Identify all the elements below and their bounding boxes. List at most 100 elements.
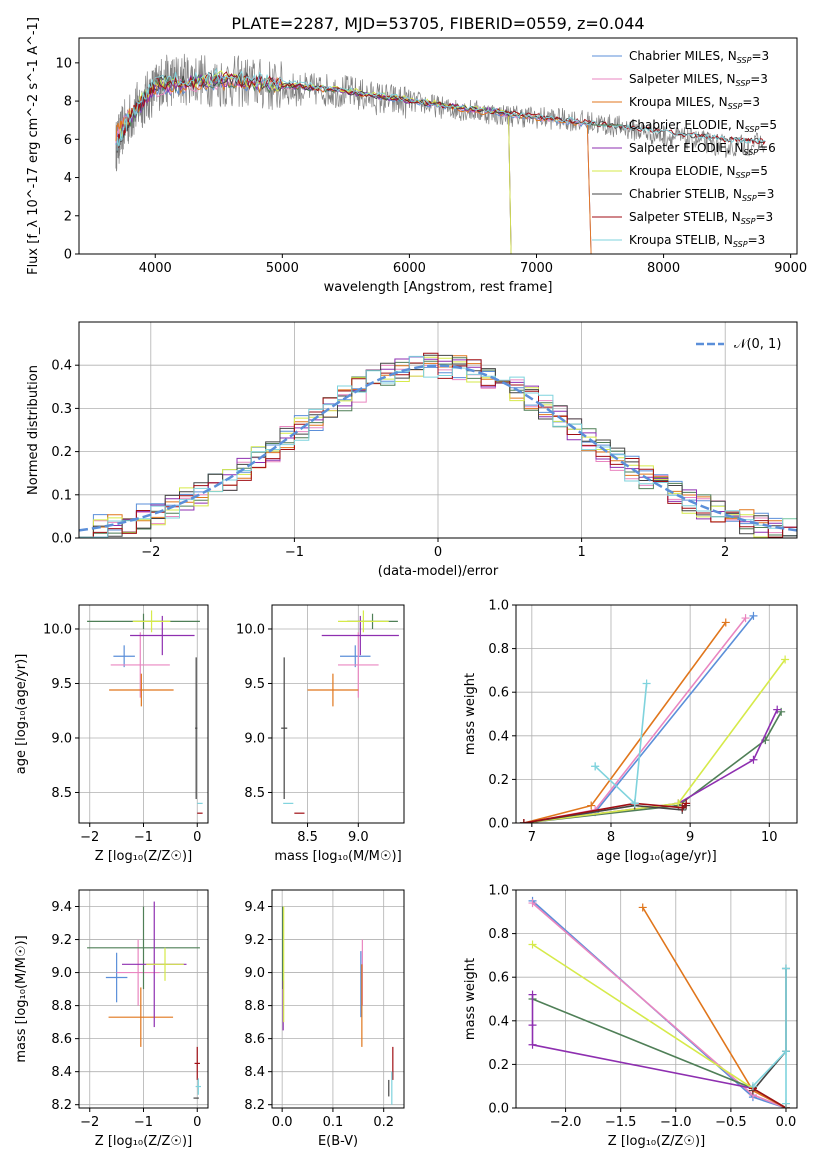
y-tick-label: 0.0 [488, 817, 509, 832]
weight-marker [773, 705, 782, 714]
y-tick-label: 0.4 [488, 729, 509, 744]
weight-marker [528, 1021, 537, 1030]
weight-marker [741, 614, 750, 623]
legend-label: Salpeter STELIB, NSSP=3 [629, 210, 773, 226]
axes-frame [515, 604, 798, 824]
histogram-step [79, 352, 797, 538]
x-tick-label: 5000 [266, 261, 299, 276]
x-tick-label: −1 [134, 830, 153, 845]
plot-area [115, 53, 766, 254]
weight-marker [749, 755, 758, 764]
y-tick-label: 1.0 [488, 884, 509, 899]
weight-marker [528, 990, 537, 999]
y-axis-label: mass [log₁₀(M/M☉)] [14, 935, 29, 1062]
model-line [116, 74, 512, 254]
y-tick-label: 0.0 [488, 1102, 509, 1117]
figure-title: PLATE=2287, MJD=53705, FIBERID=0559, z=0… [231, 14, 644, 33]
y-axis-label: Normed distribution [26, 365, 41, 495]
chart-residuals: 𝒩(0, 1) −2 −1 0 1 2 0.0 0.1 0.2 0.3 0.4 (data-model… [26, 321, 798, 579]
weight-line [523, 709, 778, 823]
x-tick-label: 0 [434, 545, 442, 560]
legend-label: Chabrier STELIB, NSSP=3 [629, 187, 774, 203]
model-line [116, 67, 766, 151]
legend-label: Kroupa ELODIE, NSSP=5 [629, 164, 768, 180]
x-axis-label: age [log₁₀(age/yr)] [596, 849, 717, 864]
legend: Chabrier MILES, NSSP=3 Salpeter MILES, NS… [592, 49, 777, 249]
y-tick-label: 8.8 [51, 999, 72, 1014]
errorbar-point [195, 1078, 202, 1095]
y-tick-label: 9.0 [51, 731, 72, 746]
x-tick-label: −1 [134, 1115, 153, 1130]
errorbar-point [338, 610, 389, 633]
y-tick-label: 0.2 [488, 1058, 509, 1073]
chart-weight-vs-Z: −2.0 −1.5 −1.0 −0.5 0.0 0.0 0.2 0.4 0.6 0.8 1.0 Z [… [463, 884, 798, 1149]
x-tick-label: 7000 [520, 261, 553, 276]
weight-line [523, 802, 687, 823]
x-axis-label: mass [log₁₀(M/M☉)] [274, 849, 401, 864]
y-tick-label: 0.8 [488, 927, 509, 942]
weight-marker [630, 799, 639, 808]
plot-area [281, 610, 399, 814]
normal-curve [79, 364, 797, 532]
x-tick-label: 1 [577, 545, 585, 560]
x-tick-label: −2.0 [550, 1115, 582, 1130]
weight-marker [781, 655, 790, 664]
model-line [116, 73, 512, 254]
y-tick-label: 8.5 [244, 786, 265, 801]
x-tick-label: −2 [80, 1115, 99, 1130]
axes-frame [271, 604, 405, 824]
x-tick-label: 4000 [139, 261, 172, 276]
weight-marker [749, 611, 758, 620]
weight-line [752, 968, 787, 1092]
y-tick-label: 8.6 [244, 1032, 265, 1047]
x-tick-label: 0.0 [776, 1115, 797, 1130]
errorbar-point [130, 615, 195, 656]
y-tick-label: 8.2 [244, 1098, 265, 1113]
y-tick-label: 8.5 [51, 786, 72, 801]
y-tick-label: 9.5 [51, 677, 72, 692]
x-tick-label: 9.0 [348, 830, 369, 845]
weight-line [523, 615, 755, 823]
legend: 𝒩(0, 1) [696, 337, 781, 352]
legend-label: Chabrier ELODIE, NSSP=5 [629, 118, 777, 134]
y-tick-label: 9.2 [51, 933, 72, 948]
y-tick-label: 9.0 [244, 731, 265, 746]
weight-marker [528, 1040, 537, 1049]
y-tick-label: 4 [64, 171, 72, 186]
legend-label: 𝒩(0, 1) [734, 337, 781, 352]
weight-marker [781, 1099, 790, 1108]
data-spectrum-line [115, 53, 765, 172]
x-tick-label: −1 [285, 545, 304, 560]
y-axis-label: Flux [f_λ 10^-17 erg cm^-2 s^-1 A^-1] [26, 17, 41, 275]
x-axis-label: (data-model)/error [378, 564, 499, 579]
weight-line [594, 683, 648, 806]
y-tick-label: 0.4 [51, 359, 72, 374]
plot-area [87, 901, 202, 1099]
weight-marker [638, 903, 647, 912]
x-tick-label: 8000 [647, 261, 680, 276]
errorbar-point [307, 673, 359, 707]
y-tick-label: 0.2 [488, 773, 509, 788]
errorbar-point [194, 1046, 200, 1080]
y-tick-label: 9.0 [51, 966, 72, 981]
y-tick-label: 6 [64, 133, 72, 148]
legend-label: Salpeter MILES, NSSP=3 [629, 72, 768, 88]
x-tick-label: 7 [528, 830, 536, 845]
x-tick-label: −0.5 [715, 1115, 747, 1130]
weight-marker [674, 799, 683, 808]
y-tick-label: 0.0 [51, 532, 72, 547]
y-tick-label: 8 [64, 95, 72, 110]
errorbar-point [109, 673, 174, 707]
y-tick-label: 8.4 [51, 1065, 72, 1080]
weight-marker [682, 799, 691, 808]
errorbar-point [338, 632, 379, 698]
weight-marker [591, 762, 600, 771]
x-axis-label: Z [log₁₀(Z/Z☉)] [95, 849, 192, 864]
plot-area [528, 896, 790, 1108]
y-tick-label: 0.6 [488, 686, 509, 701]
x-tick-label: 0.1 [323, 1115, 344, 1130]
axes-frame [78, 37, 798, 255]
x-tick-label: −2 [80, 830, 99, 845]
y-tick-label: 10.0 [236, 622, 265, 637]
x-tick-label: −2 [141, 545, 160, 560]
